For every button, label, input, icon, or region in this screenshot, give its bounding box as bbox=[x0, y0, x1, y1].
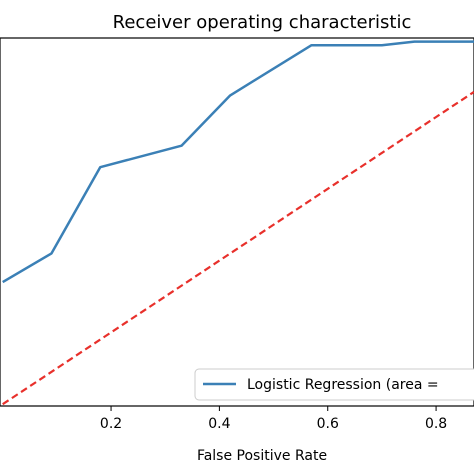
legend-label: Logistic Regression (area = bbox=[247, 377, 439, 393]
x-tick-label: 0.2 bbox=[100, 416, 122, 432]
x-axis-label: False Positive Rate bbox=[197, 448, 327, 464]
plot-area-frame bbox=[0, 37, 474, 407]
legend: Logistic Regression (area = bbox=[194, 368, 474, 401]
x-tick-label: 0.6 bbox=[317, 416, 339, 432]
legend-box bbox=[194, 368, 474, 401]
x-tick-label: 0.4 bbox=[208, 416, 230, 432]
x-axis-ticks: 0.2 0.4 0.6 0.8 bbox=[100, 406, 447, 432]
x-tick-label: 0.8 bbox=[425, 416, 447, 432]
chart-title: Receiver operating characteristic bbox=[113, 12, 412, 33]
series-layer bbox=[2, 40, 474, 406]
roc-curve-line bbox=[2, 40, 474, 284]
chance-diagonal-line bbox=[2, 90, 474, 406]
